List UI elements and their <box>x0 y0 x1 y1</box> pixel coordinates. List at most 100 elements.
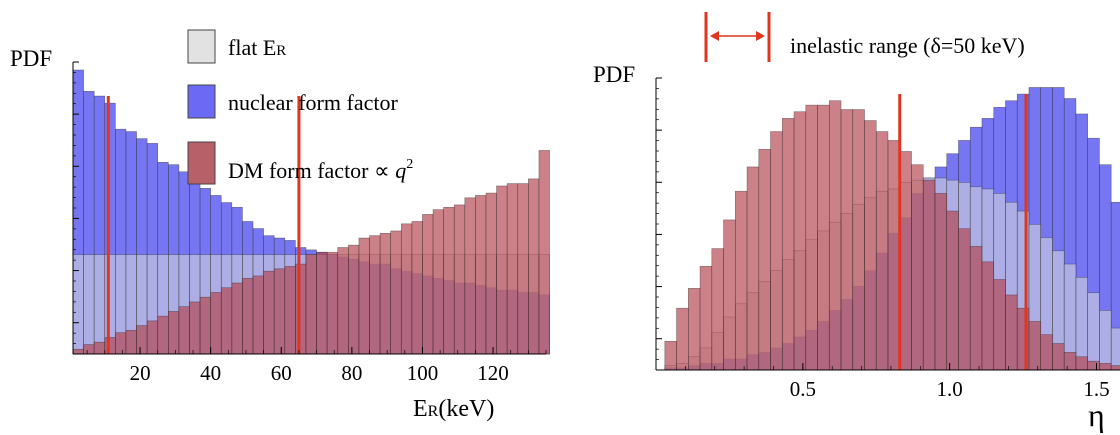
left-bar-dm-35 <box>443 206 455 355</box>
right-bar-dm-17 <box>864 120 877 371</box>
left-bar-dm-16 <box>242 277 254 355</box>
right-bar-dm-7 <box>746 166 760 371</box>
left-bar-dm-43 <box>528 178 540 355</box>
left-x-label-main: E <box>413 396 428 422</box>
left-bar-dm-31 <box>400 223 413 355</box>
right-bar-dm-1 <box>676 307 689 371</box>
legend-swatch-nuclear <box>187 84 216 119</box>
right-bar-dm-13 <box>817 104 830 371</box>
left-bar-dm-26 <box>348 244 360 355</box>
right-bar-dm-16 <box>852 109 865 371</box>
right-bar-dm-2 <box>687 288 701 371</box>
right-bar-dm-15 <box>840 109 854 371</box>
left-xtick-label-1: 40 <box>200 361 221 385</box>
left-bar-dm-12 <box>199 296 211 355</box>
left-bar-dm-34 <box>432 209 444 355</box>
right-bar-dm-18 <box>875 131 889 371</box>
left-bar-dm-25 <box>337 247 349 355</box>
left-bar-dm-42 <box>517 183 529 355</box>
right-bar-dm-5 <box>723 219 736 371</box>
left-bar-dm-13 <box>210 292 222 355</box>
left-bar-dm-29 <box>379 233 391 355</box>
left-bar-dm-15 <box>231 282 243 355</box>
left-bar-dm-4 <box>115 332 127 355</box>
legend-label-nuclear: nuclear form factor <box>228 90 398 115</box>
right-bar-flat-35 <box>1075 276 1088 371</box>
inelastic-arrow-head-right <box>756 31 765 41</box>
right-bar-dm-24 <box>946 210 959 371</box>
left-xtick-label-4: 100 <box>407 361 439 385</box>
right-xtick-label-1: 1.0 <box>937 377 963 401</box>
left-bar-dm-6 <box>136 325 148 355</box>
right-bar-dm-3 <box>699 265 713 371</box>
left-vlines <box>106 96 301 354</box>
inelastic-range-annotation: inelastic range (δ=50 keV) <box>704 12 1025 62</box>
right-bar-flat-36 <box>1087 292 1100 371</box>
right-bar-flat-37 <box>1099 310 1112 371</box>
right-bar-dm-26 <box>969 246 983 371</box>
left-bar-dm-9 <box>168 311 180 355</box>
right-panel: 0.5 1.0 1.5 PDF η inelastic range (δ=50 ke… <box>593 12 1120 433</box>
left-bar-dm-14 <box>220 287 233 355</box>
left-bar-dm-5 <box>125 330 137 355</box>
right-bar-dm-28 <box>993 279 1006 371</box>
left-bar-dm-18 <box>263 270 275 355</box>
left-x-ticks: 20 40 60 80 100 120 <box>86 347 547 385</box>
left-bars <box>72 69 550 355</box>
left-bar-dm-37 <box>464 197 476 355</box>
right-xtick-label-2: 1.5 <box>1083 377 1109 401</box>
left-xtick-label-2: 60 <box>271 361 292 385</box>
left-bar-dm-20 <box>284 266 296 355</box>
right-bar-dm-6 <box>734 190 748 371</box>
right-bar-dm-8 <box>758 148 771 371</box>
left-y-ticks <box>73 61 79 355</box>
right-bar-dm-11 <box>793 111 807 371</box>
left-bar-dm-11 <box>189 301 201 355</box>
left-bar-dm-21 <box>295 263 307 355</box>
left-y-label: PDF <box>10 46 52 71</box>
right-y-label: PDF <box>593 62 635 87</box>
left-bar-dm-36 <box>453 204 466 355</box>
right-bar-dm-25 <box>958 228 971 371</box>
inelastic-arrow-head-left <box>710 31 719 41</box>
left-bar-dm-10 <box>178 306 190 355</box>
left-xtick-label-0: 20 <box>130 361 151 385</box>
left-bar-dm-23 <box>316 251 328 355</box>
legend: flat ER nuclear form factor DM form fact… <box>187 29 413 185</box>
right-bar-dm-0 <box>664 340 677 371</box>
right-vlines <box>898 94 1028 370</box>
right-y-ticks <box>656 77 662 371</box>
left-x-label-unit: (keV) <box>438 396 494 422</box>
left-bar-dm-8 <box>157 315 169 355</box>
left-bar-dm-32 <box>411 221 423 355</box>
legend-swatch-flat <box>187 29 216 64</box>
right-bar-dm-23 <box>934 193 948 371</box>
legend-swatch-dm <box>187 141 216 185</box>
left-bar-dm-41 <box>506 183 519 355</box>
right-bar-dm-4 <box>711 248 724 371</box>
left-bar-dm-22 <box>305 254 317 355</box>
legend-label-flat: flat ER <box>228 35 286 60</box>
left-bar-dm-30 <box>390 230 402 355</box>
left-bar-dm-40 <box>496 185 508 355</box>
right-bar-flat-38 <box>1110 327 1120 371</box>
left-bar-dm-1 <box>83 344 95 355</box>
right-bar-dm-12 <box>805 104 818 371</box>
left-bar-flat-2 <box>93 254 106 355</box>
inelastic-range-label: inelastic range (δ=50 keV) <box>790 33 1025 58</box>
left-bar-dm-19 <box>273 268 286 355</box>
left-bar-dm-28 <box>369 235 381 355</box>
right-xtick-label-0: 0.5 <box>790 377 816 401</box>
left-bar-dm-17 <box>252 275 264 355</box>
left-bar-dm-38 <box>475 195 487 355</box>
right-bar-dm-29 <box>1005 294 1018 371</box>
left-bar-dm-3 <box>104 337 116 355</box>
right-bar-dm-36 <box>1087 360 1100 371</box>
right-bar-dm-31 <box>1028 321 1042 371</box>
right-bar-dm-27 <box>981 261 995 371</box>
left-bar-flat-0 <box>72 254 84 355</box>
right-bars <box>664 87 1120 371</box>
left-bar-dm-39 <box>485 192 497 355</box>
right-bar-dm-14 <box>828 100 842 371</box>
